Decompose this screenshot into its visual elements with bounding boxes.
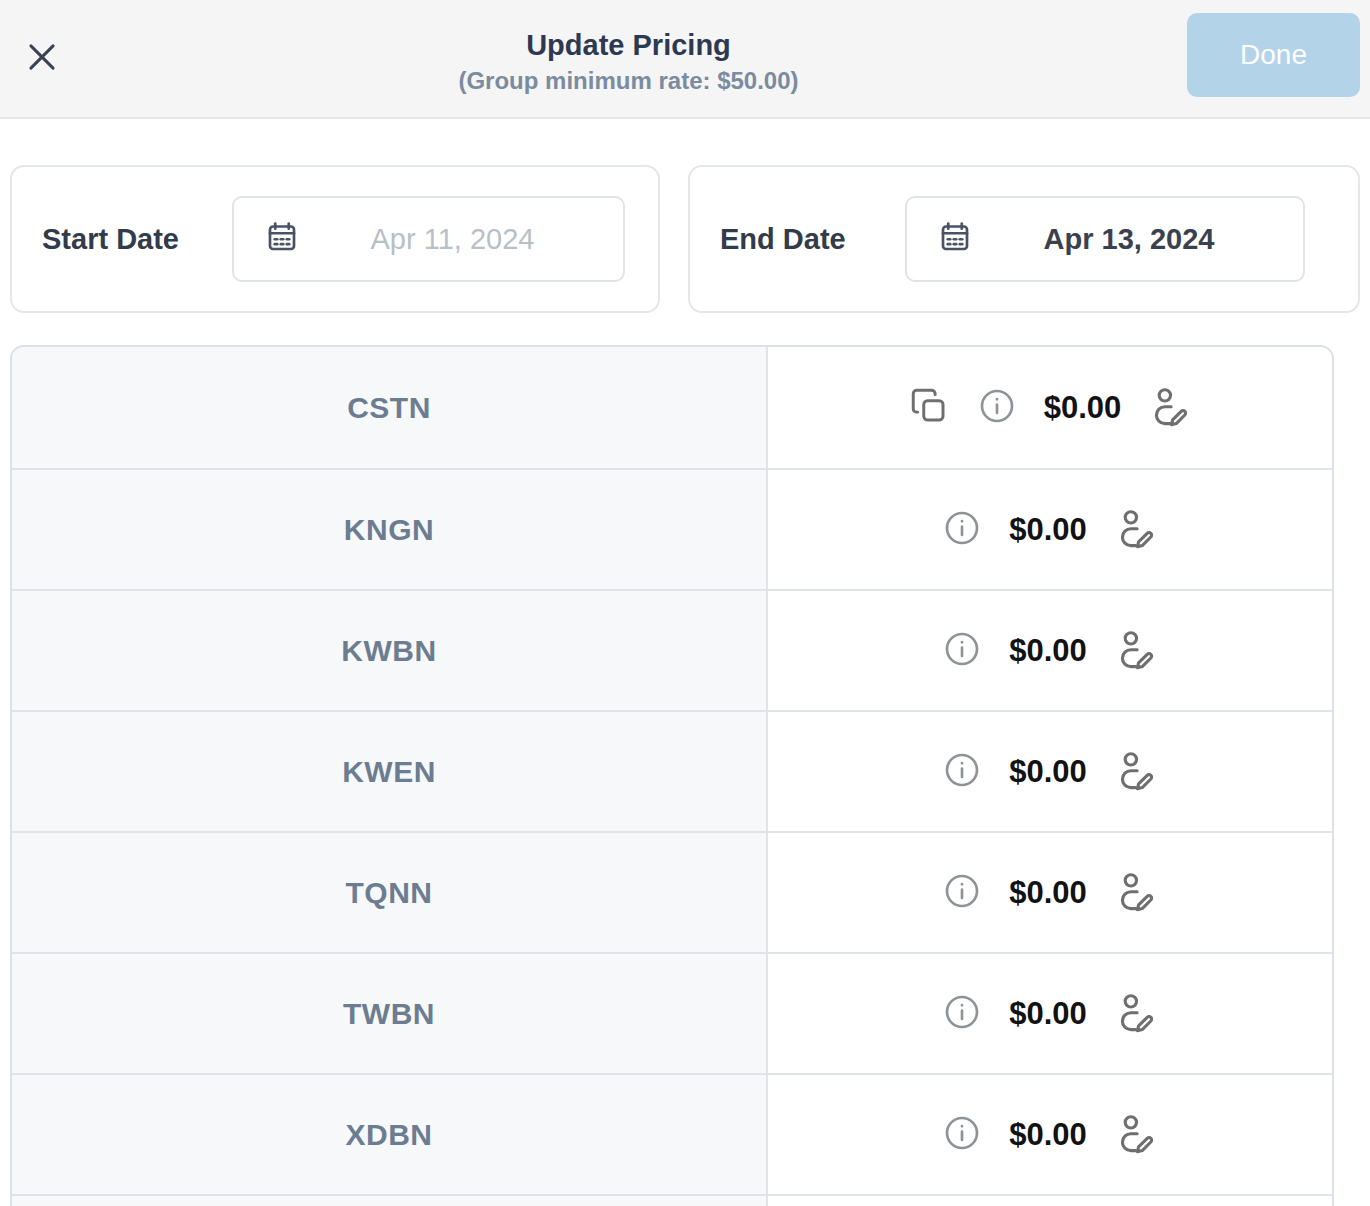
room-type-cell: XDBN: [12, 1075, 768, 1194]
pricing-cell: $0.00: [768, 954, 1332, 1073]
user-pen-icon: [1114, 990, 1158, 1037]
start-date-label: Start Date: [42, 223, 179, 256]
table-row: CSTN $0.00: [12, 347, 1332, 468]
end-date-value: Apr 13, 2024: [973, 223, 1285, 256]
user-pen-icon: [1114, 748, 1158, 795]
room-price: $0.00: [1009, 754, 1087, 790]
end-date-label: End Date: [720, 223, 846, 256]
user-pen-icon: [1114, 1111, 1158, 1158]
close-icon: [23, 38, 61, 79]
user-pen-icon: [1114, 506, 1158, 553]
table-row: KWBN $0.00: [12, 589, 1332, 710]
room-type-label: XDBN: [345, 1118, 432, 1152]
edit-price-button[interactable]: [1114, 869, 1158, 916]
pricing-cell: $0.00: [768, 347, 1332, 468]
room-type-label: TWBN: [343, 997, 435, 1031]
user-pen-icon: [1114, 869, 1158, 916]
room-price: $0.00: [1009, 633, 1087, 669]
calendar-icon: [937, 219, 973, 259]
copy-price-button[interactable]: [908, 385, 950, 430]
edit-price-button[interactable]: [1114, 627, 1158, 674]
edit-price-button[interactable]: [1114, 506, 1158, 553]
user-pen-icon: [1148, 384, 1192, 431]
close-button[interactable]: [14, 31, 70, 87]
pricing-cell: $0.00: [768, 833, 1332, 952]
room-type-label: CSTN: [347, 391, 431, 425]
pricing-cell: $0.00: [768, 1075, 1332, 1194]
price-info-button[interactable]: [942, 629, 982, 672]
modal-header: Update Pricing (Group minimum rate: $50.…: [0, 0, 1370, 119]
room-type-cell: KWEN: [12, 712, 768, 831]
price-info-button[interactable]: [942, 992, 982, 1035]
table-row: TWBN $0.00: [12, 952, 1332, 1073]
price-info-button[interactable]: [977, 386, 1017, 429]
room-price: $0.00: [1009, 512, 1087, 548]
copy-icon: [908, 385, 950, 430]
room-type-label: KNGN: [344, 513, 434, 547]
end-date-input[interactable]: Apr 13, 2024: [905, 196, 1305, 282]
edit-price-button[interactable]: [1114, 748, 1158, 795]
room-pricing-table: CSTN $0.00: [10, 345, 1334, 1206]
info-icon: [942, 871, 982, 914]
room-type-cell: KNGN: [12, 470, 768, 589]
header-titles: Update Pricing (Group minimum rate: $50.…: [70, 20, 1187, 96]
table-row: [12, 1194, 1332, 1206]
page-title: Update Pricing: [70, 26, 1187, 65]
price-info-button[interactable]: [942, 871, 982, 914]
table-row: XDBN $0.00: [12, 1073, 1332, 1194]
page-subtitle: (Group minimum rate: $50.00): [70, 65, 1187, 96]
info-icon: [942, 750, 982, 793]
start-date-card: Start Date Apr 11, 2024: [10, 165, 660, 313]
calendar-icon: [264, 219, 300, 259]
room-price: $0.00: [1009, 1117, 1087, 1153]
room-type-label: KWEN: [342, 755, 436, 789]
room-price: $0.00: [1044, 390, 1122, 426]
table-row: TQNN $0.00: [12, 831, 1332, 952]
table-row: KWEN $0.00: [12, 710, 1332, 831]
room-type-label: KWBN: [341, 634, 436, 668]
pricing-cell: $0.00: [768, 591, 1332, 710]
room-type-cell: KWBN: [12, 591, 768, 710]
pricing-cell: $0.00: [768, 712, 1332, 831]
room-type-cell: CSTN: [12, 347, 768, 468]
pricing-cell: [768, 1196, 1332, 1206]
edit-price-button[interactable]: [1114, 1111, 1158, 1158]
room-type-label: TQNN: [346, 876, 433, 910]
start-date-value: Apr 11, 2024: [300, 223, 605, 256]
user-pen-icon: [1114, 627, 1158, 674]
done-button[interactable]: Done: [1187, 13, 1360, 97]
price-info-button[interactable]: [942, 750, 982, 793]
info-icon: [942, 1113, 982, 1156]
room-price: $0.00: [1009, 875, 1087, 911]
date-filters: Start Date Apr 11, 2024 End Date: [10, 165, 1360, 313]
info-icon: [942, 629, 982, 672]
edit-price-button[interactable]: [1114, 990, 1158, 1037]
info-icon: [942, 508, 982, 551]
info-icon: [942, 992, 982, 1035]
room-type-cell: TQNN: [12, 833, 768, 952]
room-type-cell: TWBN: [12, 954, 768, 1073]
price-info-button[interactable]: [942, 508, 982, 551]
pricing-cell: $0.00: [768, 470, 1332, 589]
start-date-input[interactable]: Apr 11, 2024: [232, 196, 625, 282]
end-date-card: End Date Apr 13, 2024: [688, 165, 1360, 313]
room-price: $0.00: [1009, 996, 1087, 1032]
info-icon: [977, 386, 1017, 429]
table-row: KNGN $0.00: [12, 468, 1332, 589]
edit-price-button[interactable]: [1148, 384, 1192, 431]
price-info-button[interactable]: [942, 1113, 982, 1156]
room-type-cell: [12, 1196, 768, 1206]
